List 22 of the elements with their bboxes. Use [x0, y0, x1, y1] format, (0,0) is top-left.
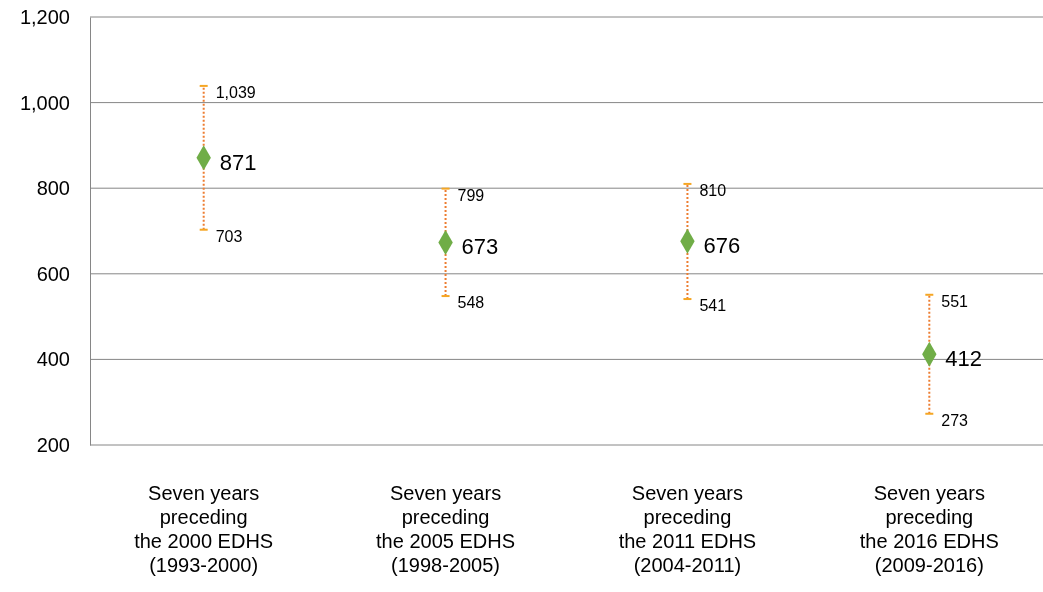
annotation: 541	[699, 297, 727, 315]
y-tick-label: 200	[36, 433, 70, 456]
y-tick-label: 1,200	[19, 5, 70, 28]
annotation: 1,039	[215, 84, 256, 102]
annotation: 273	[941, 411, 969, 429]
annotation: 799	[457, 186, 485, 204]
annotation: 810	[699, 182, 727, 200]
annotation: 548	[457, 294, 485, 312]
data-label: 676	[703, 233, 741, 259]
data-label: 673	[461, 234, 499, 260]
y-tick-label: 1,000	[19, 91, 70, 114]
x-tick-label: Seven years preceding the 2016 EDHS (2009-2016)	[859, 482, 999, 576]
x-tick-label: Seven years preceding the 2000 EDHS (1993-2000)	[134, 482, 274, 576]
data-label: 412	[945, 346, 983, 372]
annotation: 703	[215, 227, 243, 245]
y-tick-label: 600	[36, 262, 70, 285]
data-label: 871	[219, 149, 257, 175]
y-tick-label: 800	[36, 177, 70, 200]
annotation: 551	[941, 292, 969, 311]
x-tick-label: Seven years preceding the 2011 EDHS (2004-2011)	[618, 482, 757, 576]
y-tick-label: 400	[36, 348, 70, 371]
x-tick-label: Seven years preceding the 2005 EDHS (1998-2005)	[376, 482, 516, 576]
